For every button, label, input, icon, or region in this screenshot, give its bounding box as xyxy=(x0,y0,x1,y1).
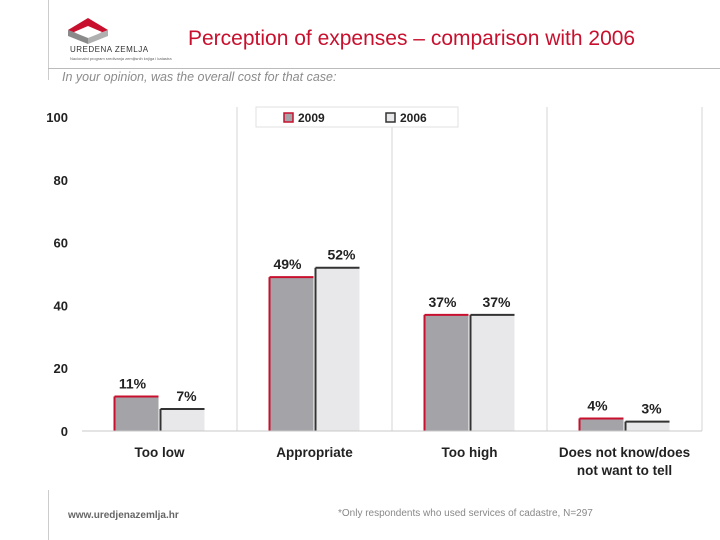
footer-url: www.uredjenazemlja.hr xyxy=(68,510,179,521)
data-label-2006: 52% xyxy=(327,247,356,263)
category-label: Too high xyxy=(442,445,498,460)
bar-2009 xyxy=(114,396,159,431)
logo-icon xyxy=(68,18,108,44)
data-label-2006: 37% xyxy=(482,294,511,310)
bar-chart: 11% 7% 49% 52% 37% 37% 4% 3% 0 20 40 60 80 100 Too lo… xyxy=(46,106,703,478)
footer-note: *Only respondents who used services of c… xyxy=(338,508,593,519)
logo-text: UREDENA ZEMLJA xyxy=(70,45,149,54)
bar-2006 xyxy=(470,314,515,431)
legend: 2009 2006 xyxy=(255,106,459,128)
page-title: Perception of expenses – comparison with… xyxy=(188,27,636,50)
category-label: Does not know/does xyxy=(559,445,690,460)
y-tick-label: 100 xyxy=(46,110,68,125)
bar-2006 xyxy=(315,267,360,431)
category-label: Too low xyxy=(135,445,185,460)
header-divider-vertical xyxy=(48,0,49,80)
data-label-2009: 49% xyxy=(273,256,302,272)
axis-layer: 0 20 40 60 80 100 Too low Appropriate Too high Do… xyxy=(46,110,702,478)
bar-2006 xyxy=(160,409,205,431)
legend-swatch-2006 xyxy=(385,112,396,123)
grid-layer xyxy=(236,107,703,431)
footer-divider-vertical xyxy=(48,490,49,540)
legend-label-2006: 2006 xyxy=(400,111,427,125)
y-tick-label: 40 xyxy=(54,298,68,313)
category-label: Appropriate xyxy=(276,445,353,460)
data-label-2006: 3% xyxy=(641,401,662,417)
bars-layer xyxy=(113,266,670,431)
category-label: not want to tell xyxy=(577,463,672,478)
data-label-2009: 11% xyxy=(119,375,147,391)
header-divider xyxy=(48,68,720,69)
data-label-2009: 4% xyxy=(587,397,608,413)
legend-box xyxy=(255,106,459,128)
labels-layer: 11% 7% 49% 52% 37% 37% 4% 3% xyxy=(119,247,662,417)
data-label-2009: 37% xyxy=(428,294,457,310)
y-tick-label: 60 xyxy=(54,236,68,251)
chart-question: In your opinion, was the overall cost fo… xyxy=(62,70,337,84)
y-tick-label: 80 xyxy=(54,173,68,188)
logo-subtext: Nacionalni program sredivanja zemljisnih… xyxy=(70,56,172,61)
legend-swatch-2009 xyxy=(283,112,294,123)
bar-2009 xyxy=(424,314,469,431)
legend-label-2009: 2009 xyxy=(298,111,325,125)
bar-2009 xyxy=(579,418,624,431)
data-label-2006: 7% xyxy=(176,388,197,404)
y-tick-label: 0 xyxy=(61,424,68,439)
bar-2006 xyxy=(625,421,670,431)
bar-2009 xyxy=(269,277,314,431)
y-tick-label: 20 xyxy=(54,361,68,376)
